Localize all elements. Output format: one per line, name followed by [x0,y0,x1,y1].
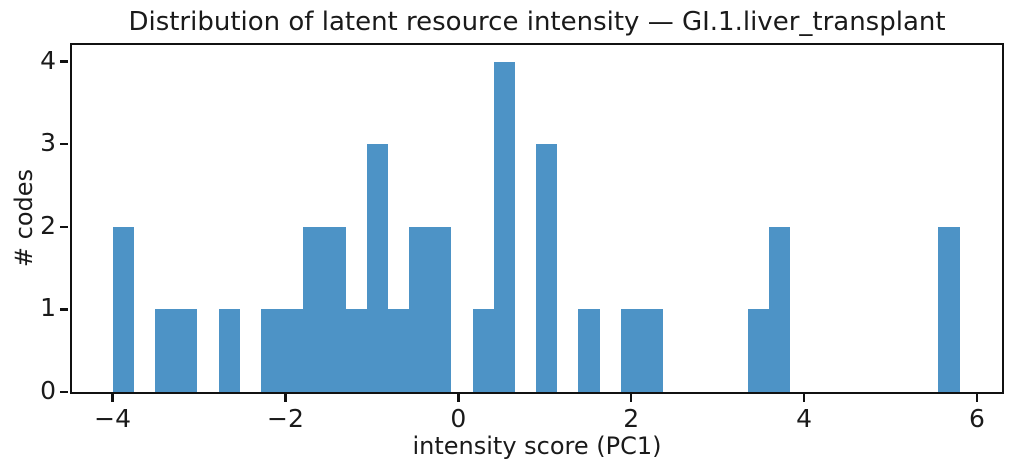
y-tick-label: 2 [40,210,56,240]
y-tick-mark [60,308,68,311]
histogram-bar [493,61,515,392]
histogram-bar [218,309,240,392]
y-tick-label: 1 [40,293,56,323]
histogram-bar [536,144,558,392]
x-tick-label: −4 [94,404,132,433]
y-tick-label: 0 [40,376,56,405]
histogram-bar [366,144,388,392]
y-tick-mark [60,60,68,63]
histogram-bar [769,226,791,392]
y-tick-mark [60,390,68,394]
x-tick-mark [975,394,979,402]
histogram-bar [324,226,346,392]
histogram-bar [112,226,134,392]
x-tick-label: −2 [267,404,304,433]
x-tick-label: 0 [450,404,467,433]
histogram-bar [642,309,664,392]
histogram-bar [938,226,960,392]
y-tick-label: 3 [40,128,56,158]
histogram-bar [282,309,304,392]
histogram-bar [472,309,494,392]
x-tick-label: 2 [623,404,640,433]
histogram-bar [176,309,198,392]
x-tick-mark [629,394,633,402]
y-tick-mark [60,225,68,228]
histogram-bar [387,309,410,392]
x-axis-label: intensity score (PC1) [412,432,662,460]
x-tick-mark [284,394,287,402]
histogram-bar [260,309,283,392]
histogram-bar [747,309,770,392]
histogram-bar [303,226,325,392]
x-tick-mark [802,394,806,402]
x-tick-label: 6 [968,404,985,433]
chart-title: Distribution of latent resource intensit… [128,7,946,37]
plot-area [72,45,1002,392]
histogram-bar [345,309,367,392]
histogram-bar [409,226,431,392]
x-tick-mark [111,394,114,402]
histogram-bar [430,226,452,392]
histogram-bar [578,309,600,392]
histogram-bar [620,309,642,392]
x-tick-label: 4 [796,404,813,433]
y-tick-label: 4 [40,45,56,75]
plot-frame [70,43,1004,394]
y-tick-mark [60,142,68,146]
x-tick-mark [457,394,460,402]
histogram-bar [154,309,177,392]
